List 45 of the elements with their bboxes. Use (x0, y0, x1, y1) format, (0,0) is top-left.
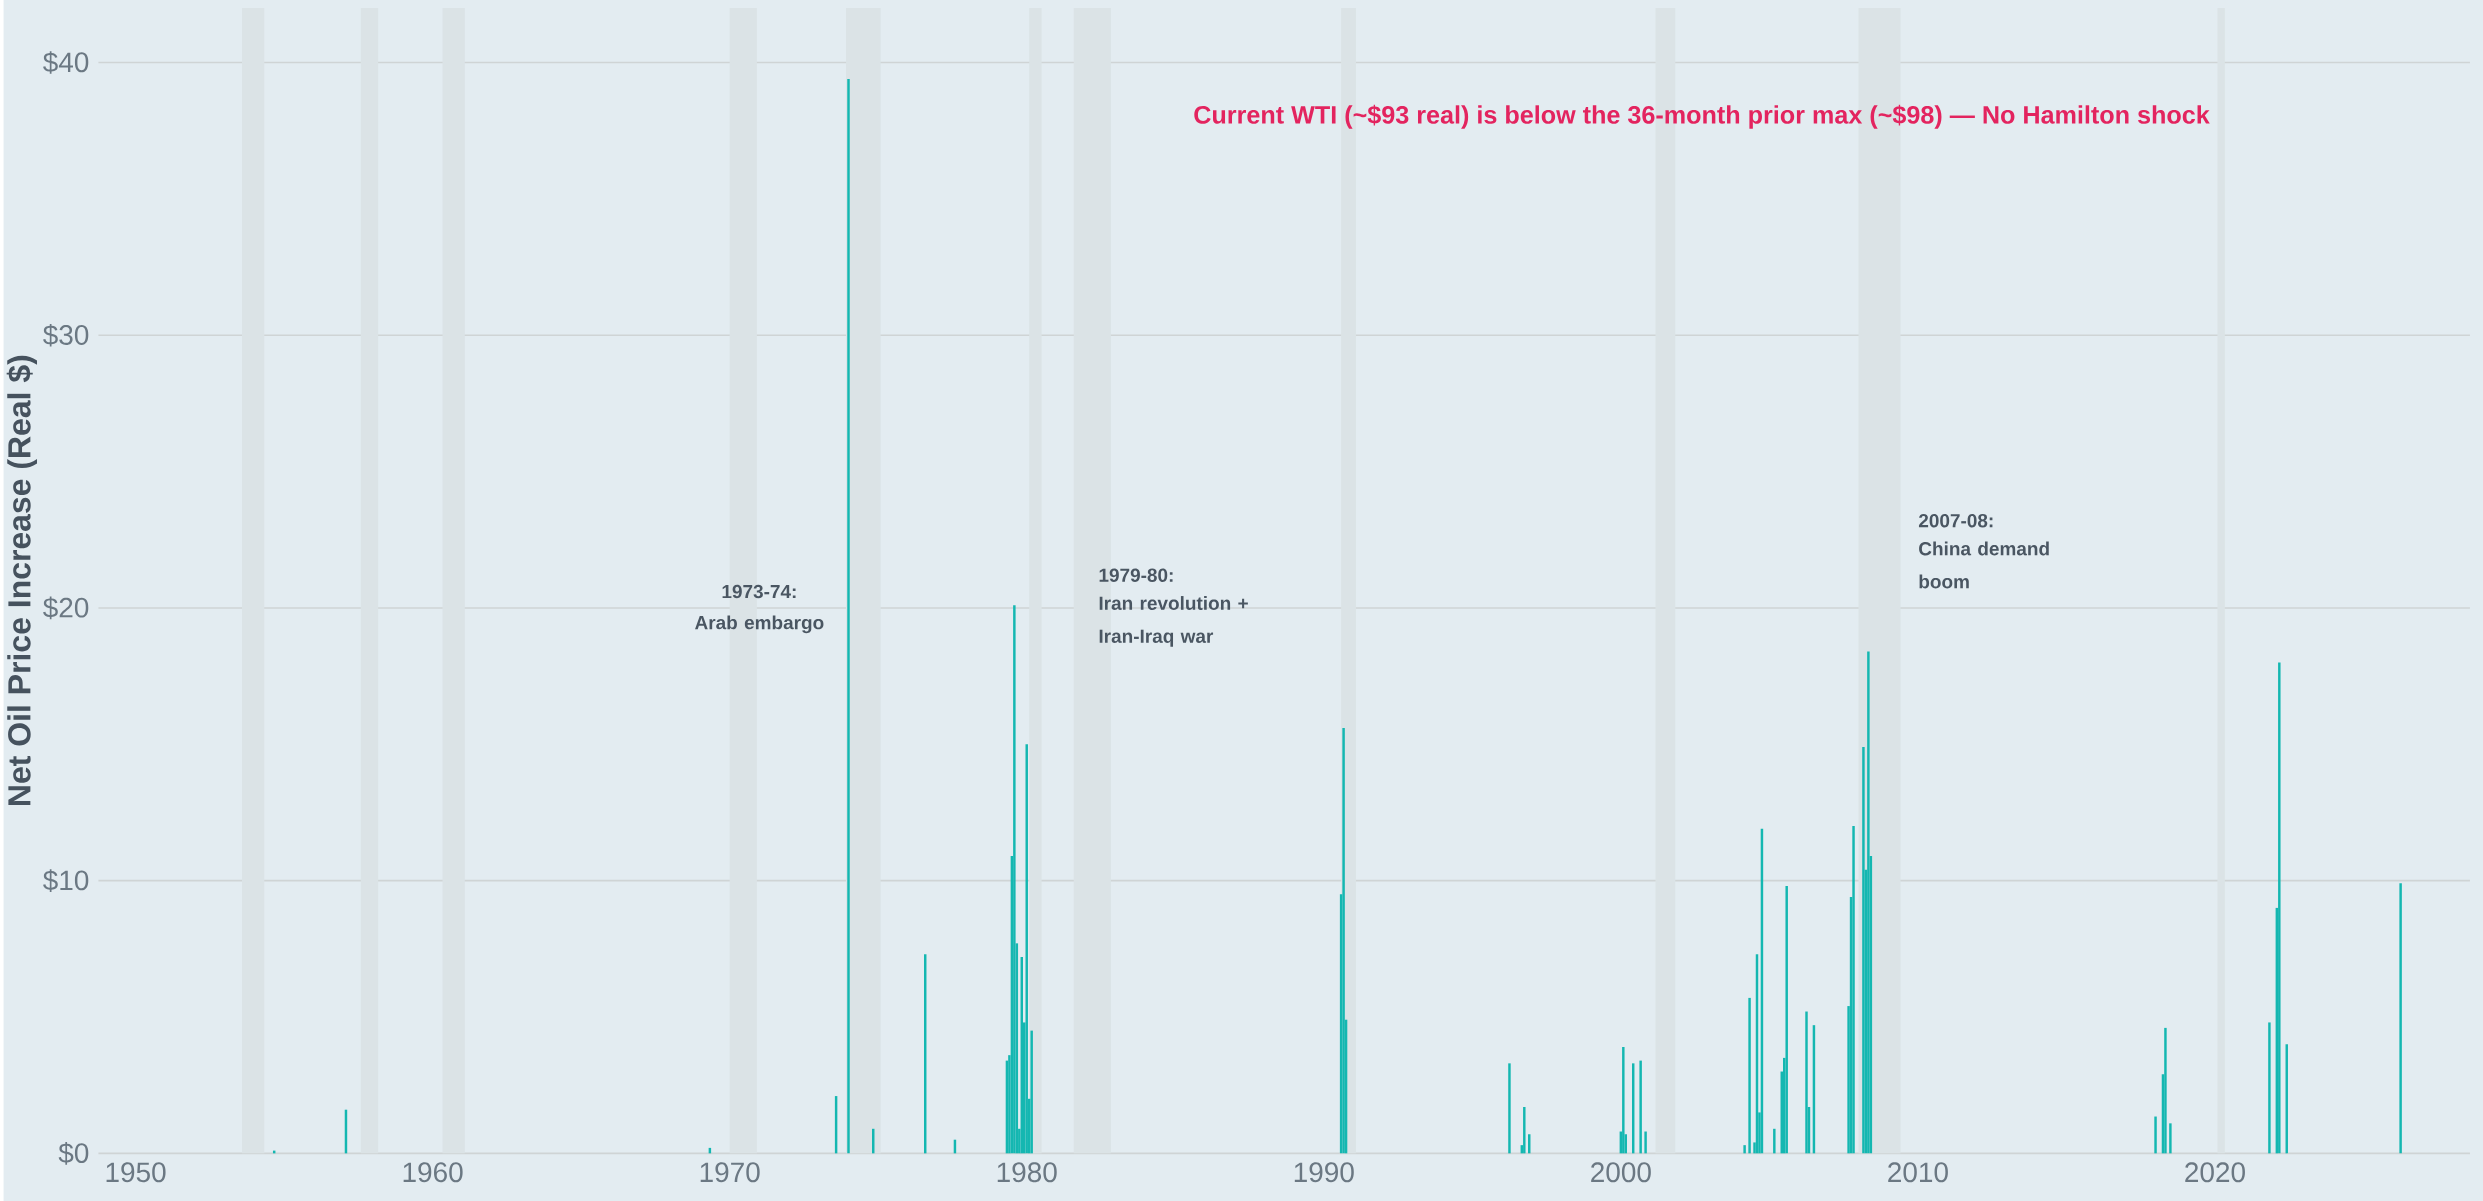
x-tick-label: 1990 (1294, 1162, 1354, 1183)
bar (1862, 746, 1865, 1154)
bar (2169, 1123, 2172, 1154)
bar (847, 78, 850, 1154)
bar (1342, 727, 1345, 1154)
y-tick-label: $20 (43, 596, 89, 620)
bar (2154, 1116, 2157, 1154)
bar (1852, 825, 1855, 1154)
annotation: 2007-08: (1918, 513, 1993, 528)
annotation: 1979-80: (1099, 568, 1173, 582)
bar (1523, 1106, 1526, 1154)
y-tick-label: $10 (43, 869, 89, 892)
bar (1508, 1063, 1511, 1154)
x-tick-label: 2000 (1591, 1162, 1651, 1183)
x-tick-label: 2020 (2185, 1162, 2245, 1183)
annotation: Arab embargo (695, 615, 824, 634)
bar (1622, 1046, 1625, 1154)
y-axis-title: Net Oil Price Increase (Real $) (6, 355, 38, 805)
bar (1030, 1030, 1033, 1154)
bar (2278, 662, 2281, 1154)
annotation: 1973-74: (722, 584, 796, 599)
x-tick-label: 2010 (1888, 1162, 1948, 1183)
bar (1773, 1128, 1776, 1154)
bar (2164, 1027, 2167, 1154)
y-tick-label: $40 (43, 51, 89, 74)
bar (1013, 605, 1016, 1154)
bar (1805, 1011, 1808, 1154)
bar (1785, 885, 1788, 1154)
annotation: Current WTI (~$93 real) is below the 36-month prior max (~$98) — No Hamilton shock (1194, 104, 2210, 129)
bar (1639, 1060, 1642, 1154)
annotation: China demand boom (1919, 541, 2049, 589)
bar (2399, 883, 2402, 1154)
x-tick-label: 1960 (403, 1162, 463, 1183)
bar (1743, 1145, 1746, 1154)
bar (1867, 651, 1870, 1154)
y-tick-label: $30 (43, 323, 89, 347)
bar (1644, 1131, 1647, 1154)
bar (2268, 1022, 2271, 1154)
x-tick-label: 1970 (700, 1162, 760, 1183)
bar (1748, 997, 1751, 1154)
bar (1025, 744, 1028, 1154)
x-tick-label: 1980 (997, 1162, 1057, 1183)
annotation: Iran revolution + Iran-Iraq war (1099, 595, 1248, 647)
x-tick-label: 1950 (106, 1162, 166, 1183)
y-tick-label: $0 (58, 1141, 89, 1165)
